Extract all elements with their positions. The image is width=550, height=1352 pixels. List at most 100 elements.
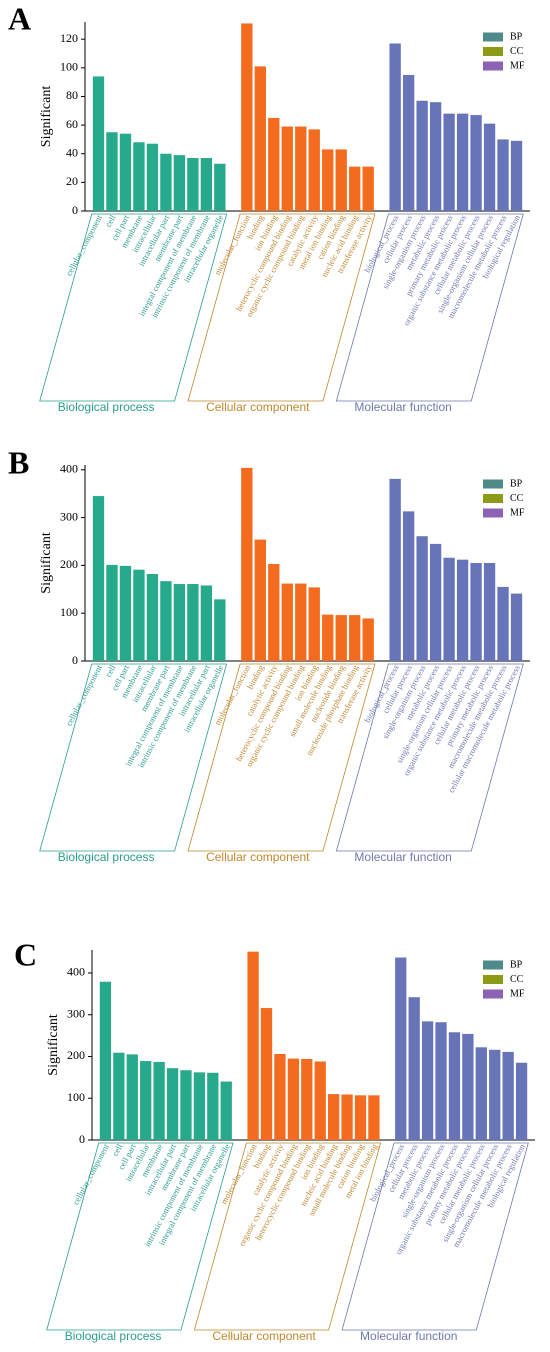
bar [274,1053,286,1140]
bar [214,163,226,211]
bar [489,1049,501,1140]
bar [140,1061,152,1140]
bar [502,1051,514,1140]
bar [193,1072,206,1140]
bar [260,1008,273,1140]
bar [173,584,186,661]
bar [99,981,112,1140]
y-tick-label: 300 [67,1006,85,1020]
x-tick-label: cellular_component [70,1142,111,1207]
bar [395,957,407,1140]
legend-label: BP [510,478,523,489]
group-label: Molecular function [360,1329,457,1343]
y-tick-label: 300 [60,509,78,523]
legend-label: MF [510,507,525,518]
bar [435,1022,447,1140]
legend-swatch [483,61,503,71]
y-tick-label: 0 [72,653,78,667]
group-bracket [39,213,228,402]
bar [497,139,509,211]
y-tick-label: 400 [67,965,85,979]
bar [322,149,334,211]
bar [301,1058,313,1140]
bar [133,569,145,661]
bar [402,74,415,212]
group-bracket [341,1142,529,1331]
bar [322,614,334,661]
legend-swatch [483,989,503,999]
bar [456,559,469,661]
bar [335,615,347,661]
bar [113,1052,125,1140]
bar [187,158,199,211]
group-bracket [193,1142,382,1331]
legend-label: CC [510,46,524,57]
bar [254,66,266,212]
bar [335,149,347,211]
bar [106,132,118,211]
bar [220,1081,232,1140]
bar [483,563,496,661]
bar [341,1094,353,1140]
y-axis-label: Significant [46,1014,61,1076]
bar [470,563,482,661]
group-bracket [187,213,376,402]
bar [106,564,118,661]
bar [187,584,199,661]
group-label: Molecular function [354,850,451,864]
bar [295,583,307,661]
bar [207,1072,219,1140]
bar [241,467,253,661]
bar [354,1095,367,1140]
bar [160,581,172,661]
group-bracket [187,663,376,852]
bar [281,126,293,211]
bar [368,1095,380,1140]
bar [146,143,159,211]
bar [362,166,374,211]
group-label: Biological process [65,1329,162,1343]
bar [173,155,186,211]
bar [119,133,132,211]
bar [362,618,374,661]
y-tick-label: 100 [60,60,78,74]
y-tick-label: 80 [66,88,78,102]
y-tick-label: 0 [79,1132,85,1146]
bar [416,536,428,661]
y-tick-label: 40 [66,145,78,159]
bar [443,557,455,661]
y-tick-label: 100 [67,1090,85,1104]
bar [443,113,455,211]
panel-label: B [8,444,29,480]
group-label: Cellular component [206,400,310,414]
bar [180,1070,192,1140]
bar [429,102,442,211]
bar [349,615,361,661]
bar [389,478,401,661]
panel-label: A [8,0,31,36]
bar [92,76,105,211]
group-label: Molecular function [354,400,451,414]
bar [349,166,361,211]
group-bracket [335,663,524,852]
y-tick-label: 20 [66,174,78,188]
bar [402,511,415,661]
y-tick-label: 400 [60,462,78,476]
bar [389,43,401,212]
bar [421,1021,434,1140]
bar [200,585,213,661]
bar [281,583,293,661]
y-tick-label: 100 [60,605,78,619]
legend-swatch [483,508,503,518]
bar [497,586,509,661]
bar [146,573,159,661]
bar [462,1033,474,1140]
legend-swatch [483,494,503,503]
bar [268,117,280,211]
group-label: Cellular component [206,850,310,864]
bar [241,23,253,211]
bar [327,1094,340,1140]
x-tick-label: cellular_component [63,663,104,728]
group-bracket [46,1142,234,1331]
